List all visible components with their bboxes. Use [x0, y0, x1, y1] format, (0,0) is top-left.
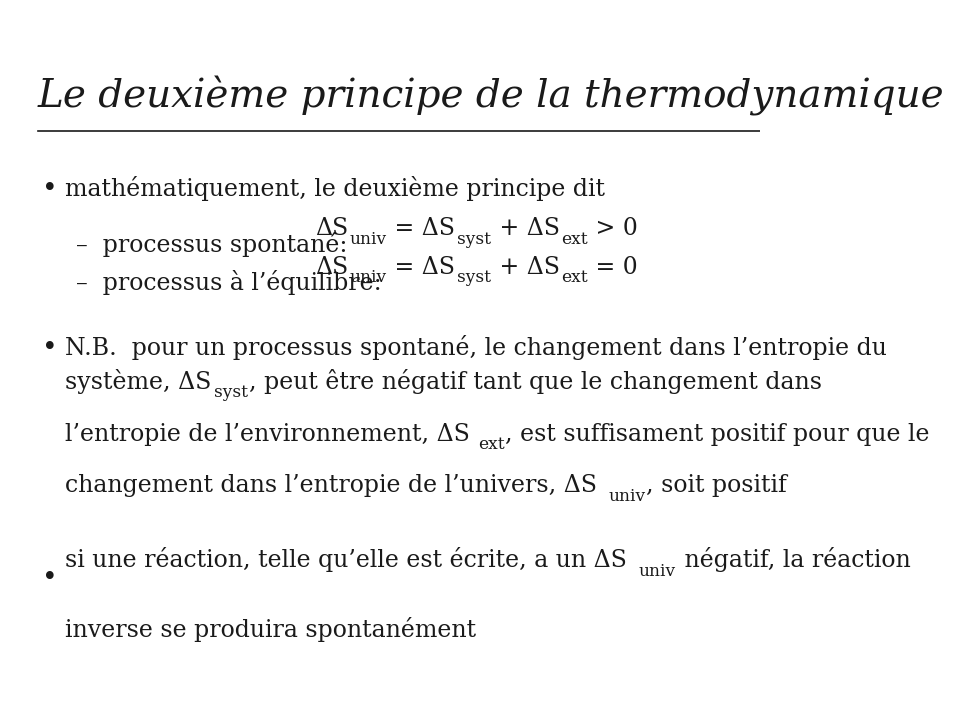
- Text: ΔS: ΔS: [316, 217, 348, 240]
- Text: , soit positif: , soit positif: [646, 474, 787, 498]
- Text: = 0: = 0: [588, 256, 638, 279]
- Text: ext: ext: [561, 231, 588, 248]
- Text: –  processus à l’équilibre:: – processus à l’équilibre:: [76, 270, 382, 295]
- Text: = ΔS: = ΔS: [388, 217, 455, 240]
- Text: , peut être négatif tant que le changement dans: , peut être négatif tant que le changeme…: [249, 369, 822, 394]
- Text: si une réaction, telle qu’elle est écrite, a un ΔS: si une réaction, telle qu’elle est écrit…: [64, 547, 627, 572]
- Text: = ΔS: = ΔS: [388, 256, 455, 279]
- Text: ext: ext: [561, 269, 588, 287]
- Text: syst: syst: [457, 269, 491, 287]
- Text: syst: syst: [214, 384, 249, 402]
- Text: univ: univ: [349, 231, 387, 248]
- Text: •: •: [42, 176, 58, 202]
- Text: négatif, la réaction: négatif, la réaction: [677, 547, 910, 572]
- Text: syst: syst: [457, 231, 491, 248]
- Text: univ: univ: [638, 563, 676, 580]
- Text: ext: ext: [478, 436, 505, 454]
- Text: Le deuxième principe de la thermodynamique: Le deuxième principe de la thermodynamiq…: [38, 76, 945, 116]
- Text: inverse se produira spontanément: inverse se produira spontanément: [64, 617, 476, 642]
- Text: , est suffisament positif pour que le: , est suffisament positif pour que le: [506, 423, 930, 446]
- Text: N.B.  pour un processus spontané, le changement dans l’entropie du: N.B. pour un processus spontané, le chan…: [64, 335, 886, 360]
- Text: ΔS: ΔS: [316, 256, 348, 279]
- Text: univ: univ: [349, 269, 387, 287]
- Text: univ: univ: [609, 488, 645, 505]
- Text: •: •: [42, 565, 58, 590]
- Text: •: •: [42, 335, 58, 360]
- Text: + ΔS: + ΔS: [492, 256, 560, 279]
- Text: –  processus spontané:: – processus spontané:: [76, 232, 348, 257]
- Text: > 0: > 0: [588, 217, 638, 240]
- Text: l’entropie de l’environnement, ΔS: l’entropie de l’environnement, ΔS: [64, 423, 469, 446]
- Text: mathématiquement, le deuxième principe dit: mathématiquement, le deuxième principe d…: [64, 176, 605, 202]
- Text: changement dans l’entropie de l’univers, ΔS: changement dans l’entropie de l’univers,…: [64, 474, 596, 498]
- Text: + ΔS: + ΔS: [492, 217, 560, 240]
- Text: système, ΔS: système, ΔS: [64, 369, 211, 394]
